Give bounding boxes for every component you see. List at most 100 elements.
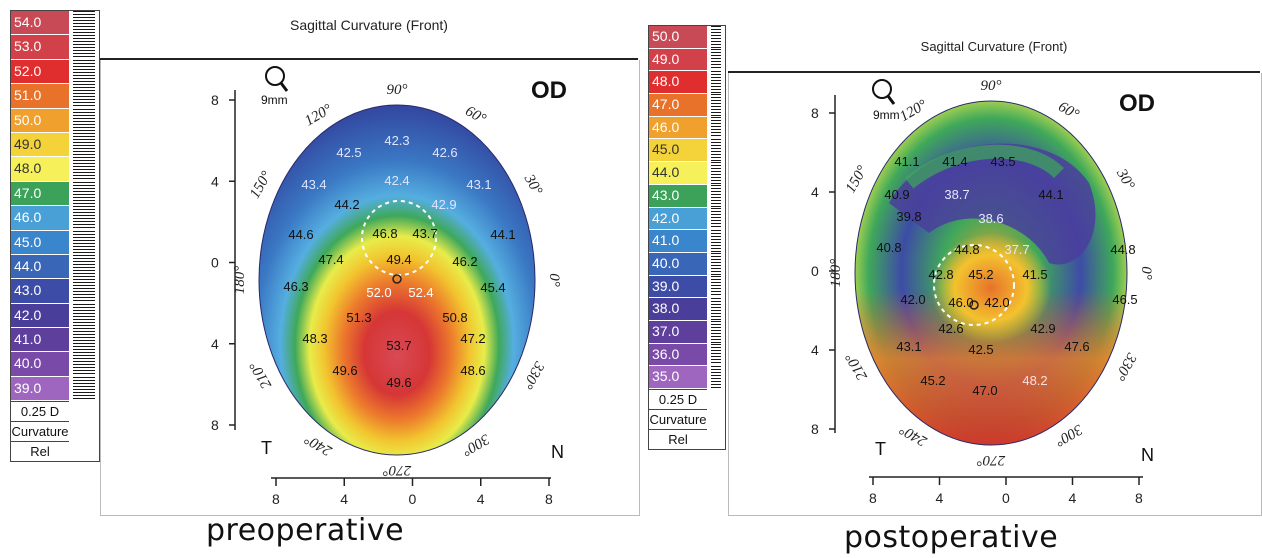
scale-step: 46.0 [11,206,99,231]
zoom-label: 9mm [261,93,288,107]
degree-label: 300° [459,430,493,459]
curvature-value: 42.4 [384,173,409,188]
scale-step: 42.0 [649,207,725,231]
curvature-value: 46.8 [372,226,397,241]
x-tick-label: 4 [936,490,944,506]
scale-value: 50.0 [649,26,707,48]
degree-label: 240° [302,430,335,458]
scale-value: 51.0 [11,84,69,108]
scale-value: 36.0 [649,343,707,366]
degree-label: 330° [519,358,548,392]
scale-value: 46.0 [11,206,69,230]
pupil-center-marker [969,300,979,310]
curvature-value: 52.4 [408,285,433,300]
y-tick-label: 0 [211,255,219,271]
y-tick-label: 4 [211,336,219,352]
curvature-value: 47.0 [972,383,997,398]
scale-value: 42.0 [11,303,69,328]
curvature-value: 42.5 [968,342,993,357]
topography-map-postoperative: 8 4 0 4 8 8 4 0 4 8 T N OD 9mm 90° 60° 30° 0° 330° 300… [728,73,1262,516]
curvature-map [259,105,535,455]
scale-value: 43.0 [649,184,707,207]
degree-label: 120° [302,101,335,129]
degree-label: 60° [462,103,488,127]
curvature-value: 42.0 [900,292,925,307]
eye-label: OD [531,77,567,104]
scale-step: 53.0 [11,35,99,60]
scale-step: 41.0 [649,230,725,253]
scale-value: 39.0 [649,275,707,298]
curvature-value: 42.9 [1030,321,1055,336]
scale-value: 47.0 [649,94,707,116]
curvature-value: 48.6 [460,363,485,378]
curvature-value: 43.5 [990,154,1015,169]
degree-label: 210° [247,359,275,392]
scale-value: 41.0 [11,328,69,352]
curvature-value: 43.7 [412,226,437,241]
curvature-value: 44.8 [954,242,979,257]
degree-label: 0° [1138,266,1154,280]
scale-value: 35.0 [649,366,707,388]
curvature-value: 41.4 [942,154,967,169]
topography-map-preoperative: 8 4 0 4 8 8 4 0 4 8 T N OD 9mm 90° 60° 30° 0° 330° 300… [100,60,640,516]
curvature-value: 49.4 [386,252,411,267]
degree-label: 180° [232,266,248,295]
degree-label: 270° [383,462,412,478]
scale-value: 49.0 [11,132,69,157]
degree-label: 60° [1055,99,1081,123]
degree-label: 90° [387,82,408,98]
scale-step: 39.0 [649,275,725,299]
curvature-value: 42.6 [938,321,963,336]
scale-value: 44.0 [11,254,69,279]
scale-step: 45.0 [11,230,99,255]
scale-value: 41.0 [649,230,707,252]
map-title: Sagittal Curvature (Front) [100,0,638,60]
curvature-value: 49.6 [332,363,357,378]
axis-ticks: 8 4 0 4 8 8 4 0 4 8 [211,92,553,507]
map-title: Sagittal Curvature (Front) [728,25,1260,73]
y-tick-label: 4 [811,184,819,200]
scale-step: 50.0 [649,26,725,49]
temporal-label: T [261,438,272,458]
scale-unit-label: 0.25 D [11,401,69,421]
y-tick-label: 8 [211,417,219,433]
scale-type-label: Curvature [649,409,707,429]
scale-step: 43.0 [11,279,99,304]
curvature-value: 42.9 [431,197,456,212]
scale-value: 48.0 [11,157,69,181]
curvature-value: 40.9 [884,187,909,202]
curvature-value: 46.0 [948,295,973,310]
scale-value: 48.0 [649,71,707,94]
axis-ticks: 8 4 0 4 8 8 4 0 4 8 [811,105,1143,506]
curvature-value: 43.1 [466,177,491,192]
scale-step: 36.0 [649,343,725,367]
scale-step: 46.0 [649,116,725,140]
degree-label: 150° [247,169,275,202]
curvature-value: 43.4 [301,177,326,192]
curvature-value: 47.6 [1064,339,1089,354]
scale-value: 42.0 [649,207,707,230]
pupil-center-marker [392,274,402,284]
degree-label: 120° [897,97,930,125]
curvature-value: 44.1 [490,227,515,242]
color-scale-preoperative: 54.0 53.0 52.0 51.0 50.0 49.0 48.0 47.0 46.0 45.0… [10,10,100,463]
curvature-value: 44.1 [1038,187,1063,202]
scale-value: 38.0 [649,298,707,320]
curvature-value: 42.8 [928,267,953,282]
degree-label: 30° [1113,166,1138,193]
scale-step: 43.0 [649,184,725,208]
curvature-value: 40.8 [876,240,901,255]
eye-label: OD [1119,90,1155,117]
scale-step: 48.0 [11,157,99,182]
x-tick-label: 4 [340,491,348,507]
y-tick-label: 0 [811,263,819,279]
y-tick-label: 4 [811,342,819,358]
curvature-value: 38.7 [944,187,969,202]
zoom-label: 9mm [873,108,900,122]
scale-step: 41.0 [11,328,99,353]
scale-step: 50.0 [11,108,99,133]
curvature-value: 42.3 [384,133,409,148]
curvature-value: 44.8 [1110,242,1135,257]
y-tick-label: 8 [811,105,819,121]
color-scale-postoperative: 50.0 49.0 48.0 47.0 46.0 45.0 44.0 43.0 42.0 41.0… [648,25,726,450]
